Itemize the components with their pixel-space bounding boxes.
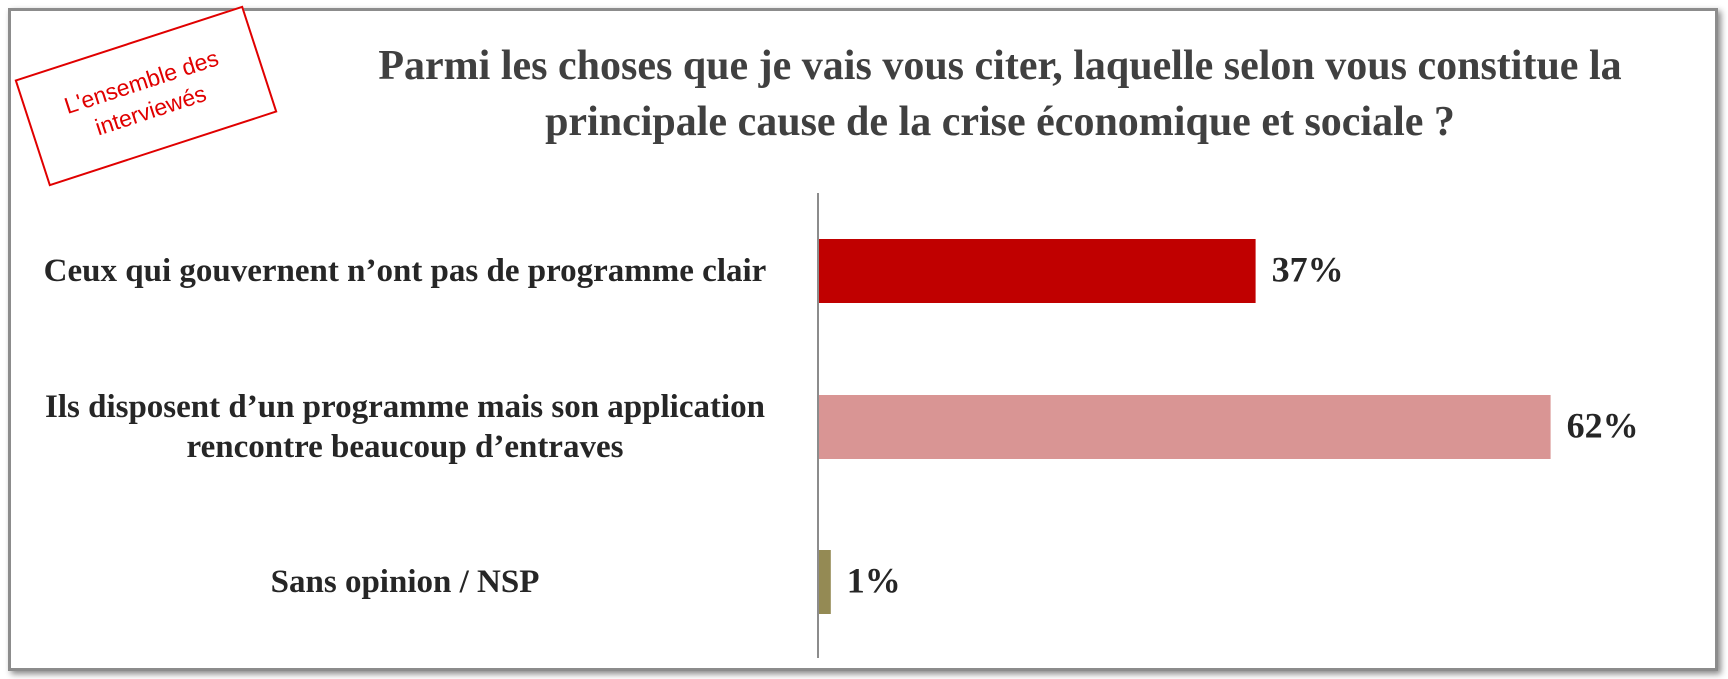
slide-frame — [8, 8, 1718, 671]
category-label: Sans opinion / NSP — [270, 564, 540, 600]
value-label: 1% — [847, 560, 901, 600]
category-label: Ils disposent d’un programme mais son ap… — [44, 389, 766, 465]
value-label: 37% — [1272, 249, 1344, 289]
bar — [819, 395, 1551, 459]
value-label: 62% — [1567, 405, 1639, 445]
bar — [819, 550, 831, 614]
chart-title: Parmi les choses que je vais vous citer,… — [378, 43, 1622, 145]
category-label: Ceux qui gouvernent n’ont pas de program… — [43, 253, 767, 289]
bar — [819, 239, 1256, 303]
